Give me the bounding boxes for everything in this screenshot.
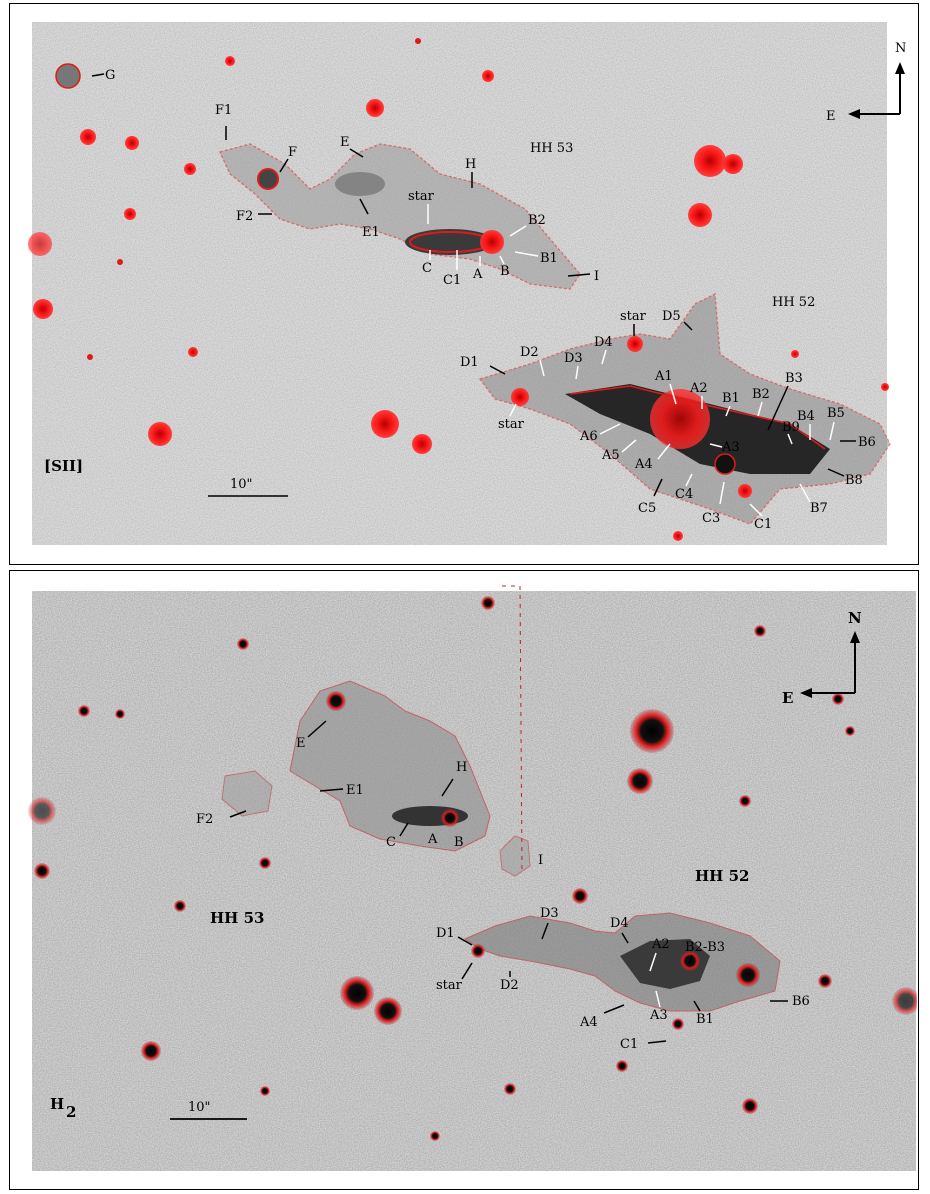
knot-label: A1 xyxy=(654,369,673,384)
knot-label: B6 xyxy=(858,435,876,450)
knot-label: F xyxy=(288,145,297,160)
knot-label: D2 xyxy=(520,345,539,360)
knot-label: D1 xyxy=(460,355,479,370)
region-label-hh52: HH 52 xyxy=(695,867,749,885)
knot-label: C1 xyxy=(620,1037,638,1052)
knot-label: H xyxy=(465,157,476,172)
compass-east-label: E xyxy=(826,109,836,124)
knot-label: B2-B3 xyxy=(685,940,725,955)
sii-compass: N E xyxy=(826,41,906,124)
knot-label: B xyxy=(500,264,510,279)
hh53-knot-labels: E H E1 F2 C A B xyxy=(196,720,467,850)
region-label-hh53: HH 53 xyxy=(530,141,573,156)
knot-label: E1 xyxy=(362,225,380,240)
hh52-knot-labels: I D3 D1 D4 A2 B2-B3 star D2 A4 A3 B1 B6 … xyxy=(436,853,810,1052)
knot-label: B2 xyxy=(752,387,770,402)
knot-label: B5 xyxy=(827,406,845,421)
knot-label: C5 xyxy=(638,501,656,516)
knot-label: A4 xyxy=(634,457,653,472)
knot-label: B9 xyxy=(782,420,800,435)
knot-label: C1 xyxy=(443,273,461,288)
knot-label: A xyxy=(472,267,483,282)
knot-label: A3 xyxy=(649,1008,668,1023)
knot-label: D4 xyxy=(610,916,629,931)
knot-label: B xyxy=(454,835,464,850)
knot-label: star xyxy=(498,417,525,432)
knot-label: A2 xyxy=(651,937,670,952)
knot-label: H xyxy=(456,760,467,775)
knot-label: B3 xyxy=(785,371,803,386)
knot-label: A6 xyxy=(579,429,598,444)
knot-label: C3 xyxy=(702,511,720,526)
region-label-hh52: HH 52 xyxy=(772,295,815,310)
scale-bar-label: 10" xyxy=(188,1100,211,1115)
knot-label: C xyxy=(422,261,432,276)
filter-label: H xyxy=(50,1095,64,1113)
compass-north-label: N xyxy=(895,41,906,56)
knot-label: B1 xyxy=(540,251,558,266)
hh52-emission xyxy=(478,292,891,525)
knot-label: B1 xyxy=(722,391,740,406)
knot-label: D2 xyxy=(500,978,519,993)
knot-label: star xyxy=(620,309,647,324)
knot-label: A xyxy=(427,832,438,847)
hh53-knot-labels: G F1 F F2 E E1 H star B2 B1 I C C1 xyxy=(91,68,599,288)
knot-label: F1 xyxy=(215,103,232,118)
knot-label: D3 xyxy=(564,351,583,366)
knot-label: F2 xyxy=(196,812,213,827)
knot-label: A5 xyxy=(601,448,620,463)
h2-image-panel: N E HH 53 HH 52 H 2 10" E H E1 F2 C A B … xyxy=(9,570,919,1190)
knot-label: I xyxy=(594,269,599,284)
knot-label: E xyxy=(340,135,350,150)
compass-east-label: E xyxy=(782,689,793,707)
knot-label: C4 xyxy=(675,487,693,502)
knot-label: D3 xyxy=(540,906,559,921)
hh52-h2-emission xyxy=(463,585,781,1030)
knot-label: B6 xyxy=(792,994,810,1009)
knot-label: G xyxy=(105,68,115,83)
compass-north-label: N xyxy=(848,609,862,627)
hh52-knot-labels: star D5 D4 D2 D3 D1 A1 A2 B1 B2 B3 B9 B4 xyxy=(460,309,876,532)
knot-label: D5 xyxy=(662,309,681,324)
knot-label: A2 xyxy=(689,381,708,396)
sii-image: N E HH 53 HH 52 [SII] 10" G F1 F F2 E E1… xyxy=(28,22,906,545)
knot-label: A4 xyxy=(579,1015,598,1030)
h2-field-stars xyxy=(28,596,917,1141)
knot-label: star xyxy=(436,978,463,993)
knot-label: E xyxy=(296,736,306,751)
knot-label: B1 xyxy=(696,1012,714,1027)
knot-label: D4 xyxy=(594,335,613,350)
filter-subscript: 2 xyxy=(66,1103,76,1121)
knot-label: I xyxy=(538,853,543,868)
knot-g-blob xyxy=(55,63,81,89)
knot-label: B4 xyxy=(797,409,815,424)
filter-label: [SII] xyxy=(44,457,83,475)
hh53-h2-emission xyxy=(221,680,491,852)
knot-label: C xyxy=(386,835,396,850)
knot-label: A3 xyxy=(721,440,740,455)
sii-image-panel: N E HH 53 HH 52 [SII] 10" G F1 F F2 E E1… xyxy=(9,3,919,565)
h2-compass: N E xyxy=(782,609,862,707)
hh53-emission xyxy=(55,63,581,290)
scale-bar-label: 10" xyxy=(230,477,253,492)
region-label-hh53: HH 53 xyxy=(210,909,264,927)
knot-label: D1 xyxy=(436,926,455,941)
knot-label: F2 xyxy=(236,209,253,224)
knot-label: B7 xyxy=(810,501,828,516)
knot-label: B2 xyxy=(528,213,546,228)
h2-image: N E HH 53 HH 52 H 2 10" E H E1 F2 C A B … xyxy=(28,585,917,1171)
knot-label: B8 xyxy=(845,473,863,488)
knot-label: star xyxy=(408,189,435,204)
sii-field-stars xyxy=(28,38,889,541)
knot-label: C1 xyxy=(754,517,772,532)
knot-label: E1 xyxy=(346,783,364,798)
